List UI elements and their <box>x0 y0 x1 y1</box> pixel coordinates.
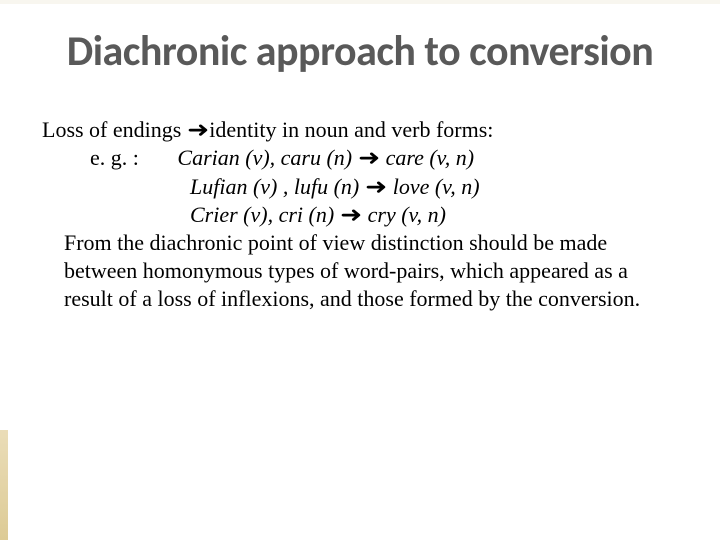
slide-body: Loss of endings ➜identity in noun and ve… <box>34 116 686 313</box>
arrow-icon: ➜ <box>365 173 387 201</box>
arrow-icon: ➜ <box>358 144 380 172</box>
example-new: cry (v, n) <box>368 202 446 227</box>
example-old: Carian (v), caru (n) <box>177 145 352 170</box>
arrow-icon: ➜ <box>340 201 362 229</box>
arrow-icon: ➜ <box>187 116 209 144</box>
example-new: care (v, n) <box>386 145 475 170</box>
example-new: love (v, n) <box>393 174 480 199</box>
slide-title: Diachronic approach to conversion <box>34 28 686 76</box>
example-row: e. g. : Carian (v), caru (n) ➜ care (v, … <box>42 144 678 172</box>
lead-part1: Loss of endings <box>42 117 187 142</box>
example-row: Crier (v), cri (n) ➜ cry (v, n) <box>42 201 678 229</box>
slide: Diachronic approach to conversion Loss o… <box>0 0 720 540</box>
example-old: Lufian (v) , lufu (n) <box>190 174 359 199</box>
lead-part2: identity in noun and verb forms: <box>209 117 493 142</box>
eg-label: e. g. : <box>90 145 139 170</box>
decor-left <box>0 430 8 540</box>
decor-top <box>0 0 720 4</box>
lead-line: Loss of endings ➜identity in noun and ve… <box>42 116 678 144</box>
example-row: Lufian (v) , lufu (n) ➜ love (v, n) <box>42 173 678 201</box>
example-old: Crier (v), cri (n) <box>190 202 334 227</box>
body-paragraph: From the diachronic point of view distin… <box>42 229 678 313</box>
